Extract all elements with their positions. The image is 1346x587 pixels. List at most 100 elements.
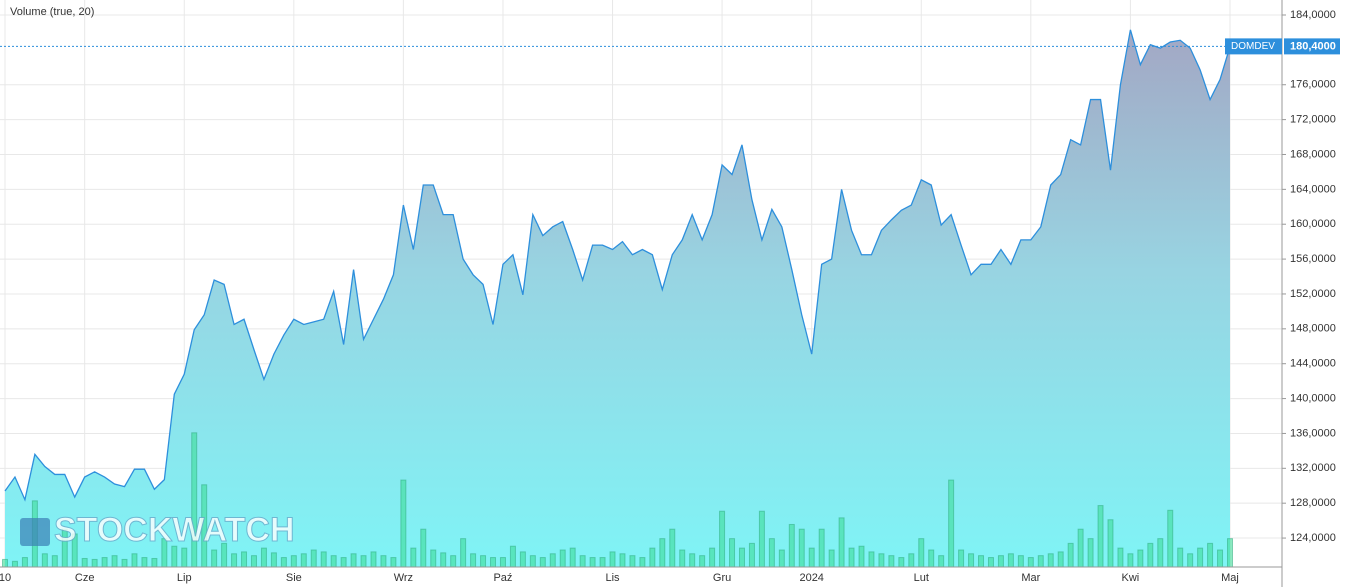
- volume-bar: [509, 545, 516, 568]
- volume-bar: [270, 552, 277, 568]
- volume-bar: [131, 553, 138, 568]
- volume-bar: [231, 553, 238, 568]
- volume-bar: [828, 549, 835, 568]
- volume-bar: [798, 528, 805, 568]
- x-tick-label: Lip: [177, 572, 192, 584]
- volume-bar: [430, 549, 437, 568]
- volume-bar: [320, 551, 327, 568]
- volume-bar: [480, 555, 487, 568]
- volume-bar: [888, 555, 895, 568]
- y-tick-label: 168,0000: [1290, 148, 1336, 160]
- volume-bar: [569, 547, 576, 568]
- volume-bar: [689, 553, 696, 568]
- volume-bar: [629, 555, 636, 568]
- volume-bar: [848, 547, 855, 568]
- volume-bar: [390, 557, 397, 568]
- volume-bar: [1207, 542, 1214, 568]
- x-tick-label: 2024: [799, 572, 823, 584]
- volume-bar: [1137, 549, 1144, 568]
- volume-bar: [1227, 538, 1233, 568]
- volume-bar: [2, 558, 8, 568]
- volume-bar: [768, 538, 775, 568]
- volume-bar: [280, 557, 287, 568]
- volume-bar: [808, 547, 815, 568]
- y-tick-label: 156,0000: [1290, 253, 1336, 265]
- volume-bar: [91, 558, 98, 568]
- current-label-bg: [1284, 38, 1340, 55]
- volume-bar: [51, 555, 58, 568]
- volume-bar: [101, 557, 108, 568]
- volume-bar: [490, 557, 497, 568]
- x-tick-label: Mar: [1021, 572, 1040, 584]
- volume-bar: [450, 555, 457, 568]
- volume-bar: [21, 557, 28, 568]
- volume-bar: [539, 557, 546, 568]
- volume-bar: [410, 547, 417, 568]
- volume-bar: [908, 553, 915, 568]
- volume-bar: [649, 547, 656, 568]
- x-tick-label: Lis: [605, 572, 620, 584]
- volume-bar: [440, 552, 447, 568]
- watermark-icon: [20, 518, 50, 546]
- volume-bar: [171, 545, 178, 568]
- volume-bar: [1117, 547, 1124, 568]
- volume-bar: [519, 551, 526, 568]
- x-tick-label: Sie: [286, 572, 302, 584]
- volume-bar: [529, 555, 536, 568]
- y-tick-label: 140,0000: [1290, 392, 1336, 404]
- volume-bar: [1067, 542, 1074, 568]
- volume-bar: [997, 555, 1004, 568]
- volume-bar: [729, 538, 736, 568]
- volume-bar: [778, 549, 785, 568]
- volume-bar: [380, 555, 387, 568]
- volume-bar: [290, 555, 297, 568]
- y-tick-label: 144,0000: [1290, 358, 1336, 370]
- x-tick-label: Lut: [914, 572, 929, 584]
- volume-bar: [1077, 528, 1084, 568]
- volume-bar: [111, 555, 118, 568]
- volume-bar: [310, 549, 317, 568]
- volume-bar: [868, 551, 875, 568]
- x-tick-label: 10: [0, 572, 11, 584]
- volume-bar: [400, 479, 407, 568]
- volume-bar: [559, 549, 566, 568]
- volume-bar: [11, 560, 18, 568]
- volume-bar: [738, 547, 745, 568]
- volume-bar: [719, 510, 726, 568]
- volume-bar: [549, 553, 556, 568]
- volume-bar: [1217, 549, 1224, 568]
- volume-bar: [470, 553, 477, 568]
- x-tick-label: Kwi: [1122, 572, 1140, 584]
- volume-bar: [898, 557, 905, 568]
- volume-bar: [669, 528, 676, 568]
- volume-bar: [499, 557, 506, 568]
- x-tick-label: Cze: [75, 572, 95, 584]
- volume-bar: [1027, 557, 1034, 568]
- volume-bar: [818, 528, 825, 568]
- volume-bar: [181, 547, 188, 568]
- volume-bar: [1037, 555, 1044, 568]
- volume-bar: [300, 553, 307, 568]
- volume-bar: [1167, 509, 1174, 568]
- volume-bar: [151, 557, 158, 568]
- volume-bar: [141, 557, 148, 568]
- volume-bar: [350, 553, 357, 568]
- volume-bar: [1057, 551, 1064, 568]
- volume-bar: [589, 557, 596, 568]
- volume-bar: [758, 510, 765, 568]
- volume-bar: [619, 553, 626, 568]
- volume-bar: [709, 547, 716, 568]
- volume-bar: [1187, 553, 1194, 568]
- volume-bar: [918, 538, 925, 568]
- volume-bar: [211, 549, 218, 568]
- volume-bar: [1107, 519, 1114, 568]
- y-tick-label: 176,0000: [1290, 79, 1336, 91]
- legend-label: Volume (true, 20): [10, 6, 94, 18]
- x-tick-label: Gru: [713, 572, 731, 584]
- volume-bar: [1147, 542, 1154, 568]
- current-label: 180,4000: [1290, 40, 1336, 52]
- y-tick-label: 128,0000: [1290, 497, 1336, 509]
- volume-bar: [1197, 547, 1204, 568]
- volume-bar: [978, 555, 985, 568]
- volume-bar: [1097, 505, 1104, 568]
